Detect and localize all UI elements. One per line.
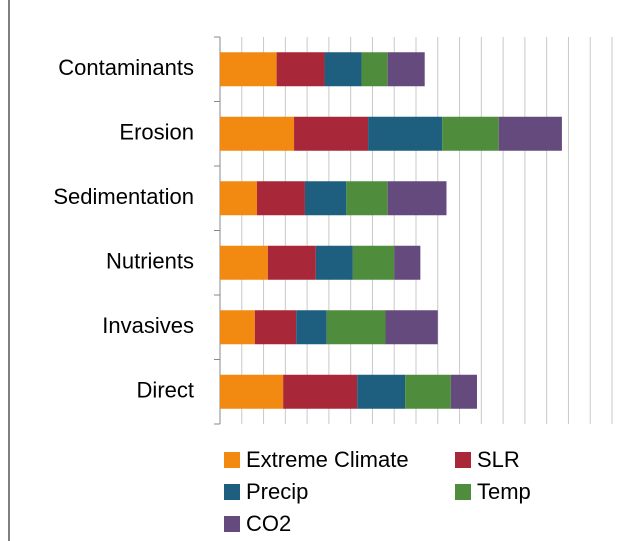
bar-segment — [387, 52, 425, 87]
bar-segment — [220, 310, 255, 345]
bar-segment — [357, 374, 406, 409]
bar-segment — [294, 116, 369, 151]
y-tick-label: Nutrients — [106, 249, 194, 274]
bar-segment — [346, 181, 388, 216]
legend-swatch — [224, 484, 240, 500]
legend-label: Precip — [246, 479, 308, 504]
y-tick-label: Direct — [137, 378, 194, 403]
bar-segment — [220, 245, 268, 280]
bar-segment — [387, 181, 447, 216]
bar-segment — [394, 245, 421, 280]
bar-segment — [220, 374, 284, 409]
bar-segment — [296, 310, 327, 345]
bar-segment — [257, 181, 305, 216]
legend-label: SLR — [477, 447, 520, 472]
bar-segment — [304, 181, 347, 216]
legend-label: Temp — [477, 479, 531, 504]
y-tick-label: Sedimentation — [53, 184, 194, 209]
y-tick-label: Invasives — [102, 313, 194, 338]
bar-segment — [324, 52, 362, 87]
bar-segment — [385, 310, 438, 345]
legend-swatch — [455, 484, 471, 500]
bar-segment — [267, 245, 316, 280]
bar-segment — [450, 374, 477, 409]
bar-segment — [220, 116, 295, 151]
bar-segment — [220, 181, 258, 216]
bar-segment — [352, 245, 395, 280]
bar-segment — [442, 116, 499, 151]
bar-segment — [368, 116, 443, 151]
legend-label: CO2 — [246, 511, 291, 536]
legend-label: Extreme Climate — [246, 447, 409, 472]
y-tick-label: Contaminants — [58, 55, 194, 80]
bar-segment — [326, 310, 386, 345]
bar-segment — [220, 52, 277, 87]
bar-segment — [361, 52, 388, 87]
legend-swatch — [224, 452, 240, 468]
bar-segment — [254, 310, 297, 345]
legend-swatch — [224, 516, 240, 532]
bar-segment — [498, 116, 562, 151]
bar-segment — [276, 52, 325, 87]
y-tick-label: Erosion — [119, 120, 194, 145]
bar-segment — [315, 245, 353, 280]
bar-segment — [283, 374, 358, 409]
legend-swatch — [455, 452, 471, 468]
bar-segment — [405, 374, 451, 409]
